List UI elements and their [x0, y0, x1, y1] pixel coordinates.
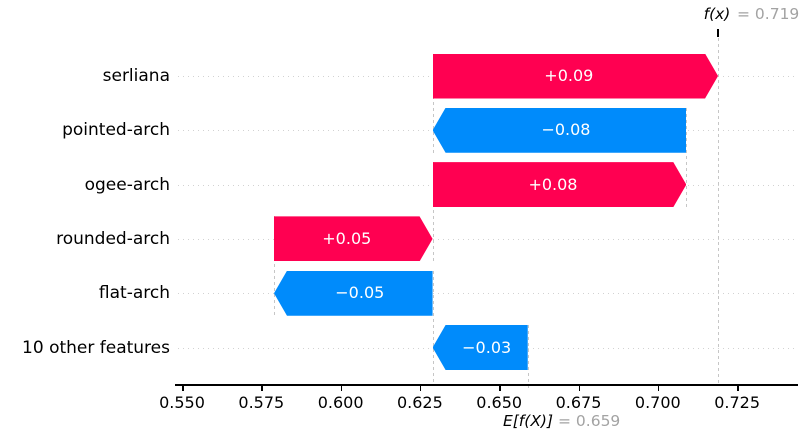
- feature-label: serliana: [102, 66, 170, 86]
- waterfall-bar: −0.05: [273, 270, 433, 316]
- efx-annotation-label: E[f(X)]: [502, 412, 554, 430]
- bar-value-label: −0.03: [462, 337, 512, 357]
- connector-dashed-line: [432, 270, 434, 384]
- feature-label: flat-arch: [98, 283, 170, 304]
- x-axis-tick-label: 0.700: [634, 393, 681, 412]
- waterfall-bar: +0.05: [274, 216, 433, 261]
- feature-label: ogee-arch: [84, 174, 170, 195]
- x-axis-tick-label: 0.650: [476, 393, 523, 412]
- x-axis-tick-label: 0.725: [714, 393, 760, 412]
- x-axis-tick: [261, 385, 263, 391]
- x-axis-tick: [419, 385, 422, 391]
- x-axis-tick: [340, 385, 343, 391]
- x-axis-tick-label: 0.625: [396, 393, 443, 412]
- waterfall-bar: +0.09: [433, 54, 718, 99]
- feature-label: pointed-arch: [62, 120, 170, 141]
- connector-dashed-line: [432, 53, 434, 153]
- feature-label: rounded-arch: [56, 228, 170, 249]
- feature-label: 10 other features: [22, 337, 170, 358]
- bar-value-label: +0.05: [322, 228, 372, 248]
- fx-annotation-value: = 0.719: [737, 5, 800, 23]
- fx-annotation-label: f(x): [703, 5, 731, 23]
- x-axis-tick: [578, 385, 580, 391]
- connector-dashed-line: [686, 107, 688, 208]
- x-axis-tick-label: 0.600: [317, 393, 364, 412]
- x-axis-line: [175, 384, 798, 386]
- connector-dashed-line: [273, 216, 275, 316]
- x-axis-tick: [182, 385, 184, 391]
- bar-value-label: −0.05: [335, 283, 385, 303]
- waterfall-bar: +0.08: [433, 162, 687, 207]
- fx-tick-mark: [717, 29, 719, 37]
- x-axis-tick-label: 0.575: [238, 393, 285, 412]
- waterfall-bar: −0.08: [432, 107, 687, 153]
- row-gridline: [178, 238, 798, 240]
- bar-value-label: +0.09: [544, 66, 594, 85]
- x-axis-tick: [657, 385, 660, 391]
- x-axis-tick-label: 0.550: [159, 393, 205, 412]
- efx-annotation-value: = 0.659: [558, 412, 621, 430]
- connector-dashed-line: [527, 325, 529, 391]
- connector-dashed-line: [432, 162, 434, 262]
- bar-value-label: +0.08: [528, 174, 578, 194]
- connector-dashed-line: [718, 38, 720, 384]
- x-axis-tick: [737, 385, 739, 391]
- x-axis-tick: [499, 385, 501, 391]
- row-gridline: [178, 293, 798, 295]
- x-axis-tick-label: 0.675: [555, 393, 602, 412]
- bar-value-label: −0.08: [541, 120, 591, 140]
- waterfall-bar: −0.03: [432, 325, 528, 370]
